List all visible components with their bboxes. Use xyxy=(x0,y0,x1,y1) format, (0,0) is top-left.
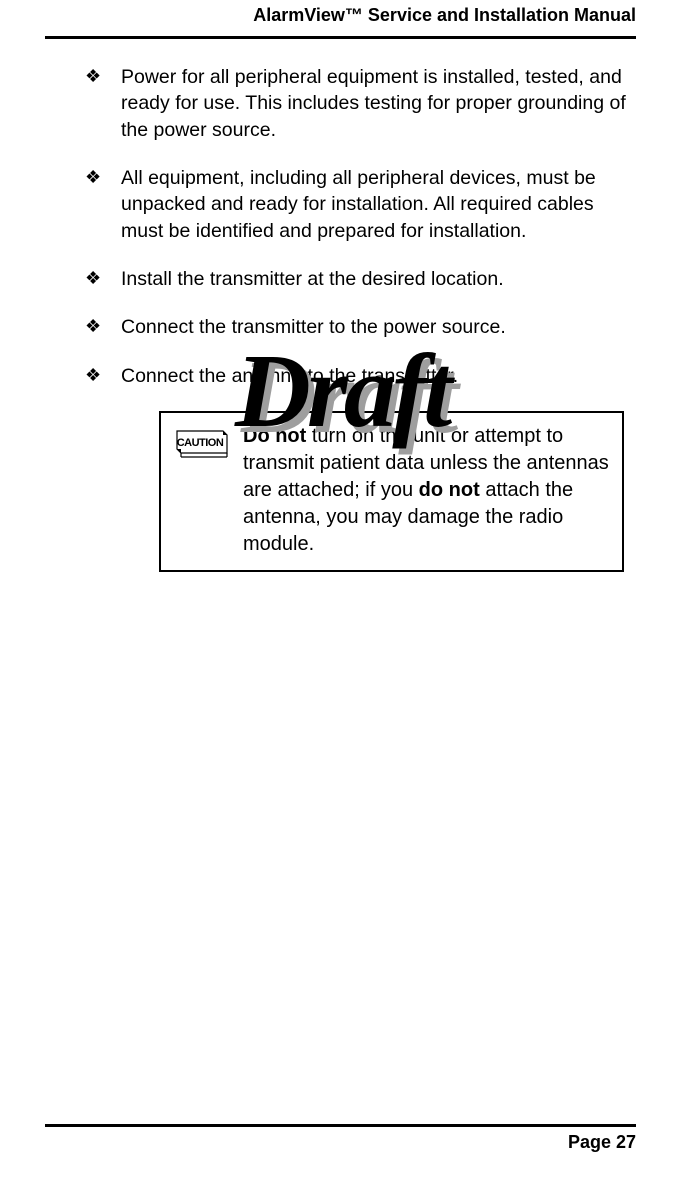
bullet-icon: ❖ xyxy=(85,266,121,292)
caution-callout: CAUTION Do not turn on the unit or attem… xyxy=(159,411,624,572)
caution-icon: CAUTION xyxy=(173,427,229,464)
list-item: ❖ Power for all peripheral equipment is … xyxy=(85,64,636,143)
page-header: AlarmView™ Service and Installation Manu… xyxy=(45,5,636,31)
bullet-icon: ❖ xyxy=(85,314,121,340)
list-item: ❖ All equipment, including all periphera… xyxy=(85,165,636,244)
content-area: ❖ Power for all peripheral equipment is … xyxy=(45,64,636,572)
caution-text: Do not turn on the unit or attempt to tr… xyxy=(243,423,610,558)
footer-area: Page 27 xyxy=(45,1124,636,1153)
list-item-text: Connect the antenna to the transmitter. xyxy=(121,363,636,389)
bullet-icon: ❖ xyxy=(85,165,121,244)
list-item: ❖ Install the transmitter at the desired… xyxy=(85,266,636,292)
header-rule xyxy=(45,36,636,39)
svg-text:CAUTION: CAUTION xyxy=(177,437,224,449)
caution-bold-prefix: Do not xyxy=(243,425,306,447)
page-container: AlarmView™ Service and Installation Manu… xyxy=(0,0,681,1183)
caution-bold-inner: do not xyxy=(419,479,480,501)
page-number: Page 27 xyxy=(45,1132,636,1153)
list-item: ❖ Connect the antenna to the transmitter… xyxy=(85,363,636,389)
list-item-text: Power for all peripheral equipment is in… xyxy=(121,64,636,143)
bullet-icon: ❖ xyxy=(85,64,121,143)
bullet-icon: ❖ xyxy=(85,363,121,389)
list-item-text: Install the transmitter at the desired l… xyxy=(121,266,636,292)
footer-rule xyxy=(45,1124,636,1127)
list-item-text: All equipment, including all peripheral … xyxy=(121,165,636,244)
list-item-text: Connect the transmitter to the power sou… xyxy=(121,314,636,340)
list-item: ❖ Connect the transmitter to the power s… xyxy=(85,314,636,340)
